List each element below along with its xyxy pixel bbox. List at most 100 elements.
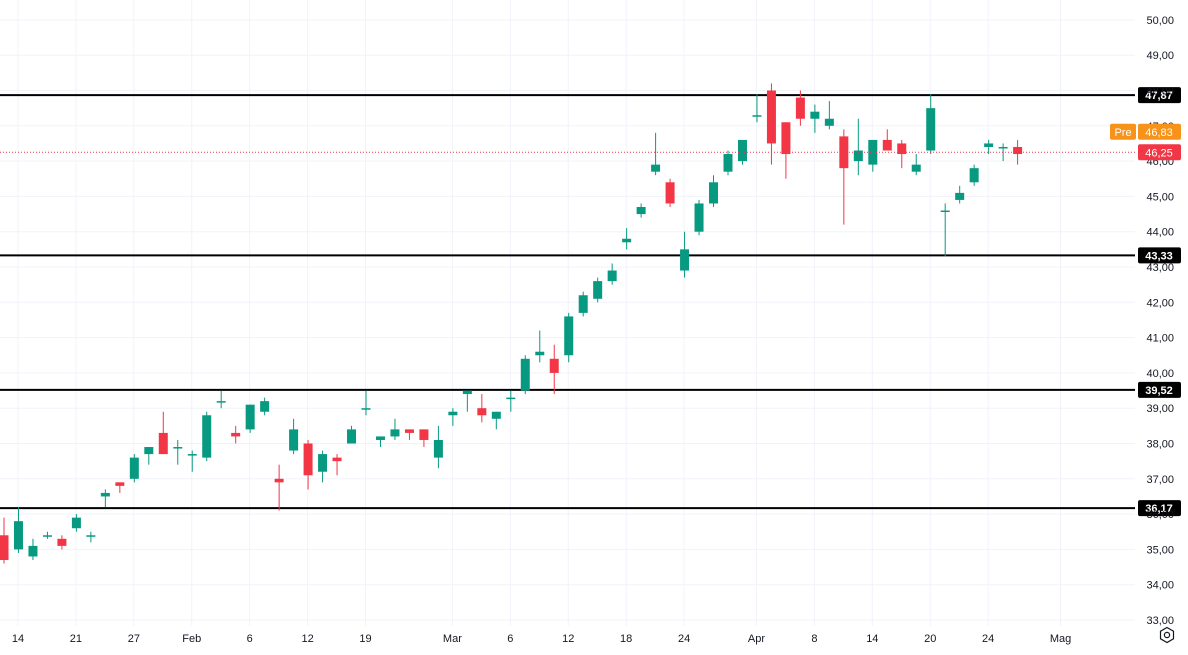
- candle-body: [71, 517, 81, 529]
- price-tick-label: 35,00: [1146, 544, 1174, 556]
- candle-up: [506, 390, 516, 412]
- time-tick-label: 19: [359, 633, 371, 645]
- time-tick-label: 20: [924, 633, 936, 645]
- candle-body: [665, 182, 675, 204]
- candle-body: [578, 295, 588, 313]
- candle-up: [998, 143, 1008, 162]
- candle-body: [520, 358, 530, 391]
- time-axis[interactable]: 14 21 27 Feb 6 12 19 Mar 6 12 18 24 Apr 8 14 20 24 Mag: [12, 633, 1071, 645]
- price-axis[interactable]: 33,00 34,00 35,00 36,00 37,00 38,00 39,00 40,00…: [1146, 15, 1174, 627]
- candle-up: [694, 199, 704, 236]
- candle-up: [564, 312, 574, 363]
- candle-body: [795, 97, 805, 119]
- candle-up: [926, 94, 936, 155]
- time-tick-label: 18: [620, 633, 632, 645]
- candle-down: [549, 344, 559, 395]
- candle-body: [564, 316, 574, 356]
- candle-up: [752, 94, 762, 123]
- candle-up: [535, 330, 545, 363]
- candle-body: [593, 281, 603, 299]
- candle-body: [897, 143, 907, 155]
- candle-down: [332, 454, 342, 476]
- candle-up: [636, 203, 646, 218]
- gear-icon: [1159, 626, 1175, 644]
- candle-up: [173, 439, 183, 465]
- candle-up: [868, 139, 878, 172]
- level-label: 39,52: [1145, 385, 1173, 397]
- candle-body: [260, 401, 270, 412]
- candle-body: [709, 182, 719, 204]
- candle-up: [129, 454, 139, 483]
- candle-up: [390, 418, 400, 440]
- candle-down: [839, 129, 849, 225]
- candle-body: [375, 436, 385, 440]
- candle-body: [651, 164, 661, 172]
- candle-up: [520, 355, 530, 395]
- candle-body: [361, 408, 371, 410]
- chart-settings-button[interactable]: [1158, 626, 1176, 644]
- time-tick-label: Feb: [182, 633, 201, 645]
- candle-up: [375, 436, 385, 448]
- candle-up: [622, 228, 632, 250]
- price-tick-label: 43,00: [1146, 262, 1174, 274]
- candle-up: [462, 390, 472, 412]
- candle-down: [115, 482, 125, 493]
- candle-down: [274, 464, 284, 511]
- candle-down: [303, 439, 313, 490]
- horizontal-levels[interactable]: 47,87 43,33 39,52 36,17: [0, 87, 1181, 517]
- level-label: 36,17: [1145, 503, 1173, 515]
- candle-up: [680, 231, 690, 278]
- premarket-tag-bg: [1110, 123, 1136, 140]
- candle-up: [144, 447, 154, 465]
- candle-body: [853, 150, 863, 162]
- candle-body: [940, 210, 950, 213]
- candle-body: [535, 351, 545, 356]
- candle-up: [824, 101, 834, 130]
- candle-up: [651, 132, 661, 176]
- candle-up: [593, 277, 603, 303]
- level-label: 47,87: [1145, 90, 1173, 102]
- level-label-bg: [1138, 500, 1181, 517]
- grid: [0, 0, 1135, 626]
- candle-body: [216, 401, 226, 403]
- candle-down: [0, 517, 9, 564]
- time-tick-label: 24: [982, 633, 994, 645]
- candle-body: [202, 415, 212, 458]
- price-tick-label: 50,00: [1146, 15, 1174, 27]
- candle-body: [752, 115, 762, 117]
- time-tick-label: 14: [866, 633, 878, 645]
- candle-body: [911, 164, 921, 172]
- candle-body: [245, 404, 255, 430]
- candle-up: [969, 164, 979, 186]
- candle-down: [897, 139, 907, 169]
- candle-body: [448, 411, 458, 416]
- candle-up: [578, 291, 588, 317]
- candle-up: [448, 408, 458, 426]
- candle-up: [13, 507, 23, 553]
- candle-body: [100, 492, 110, 497]
- candle-body: [998, 146, 1008, 149]
- candle-body: [144, 447, 154, 455]
- price-badges: Pre 46,83 46,25: [0, 123, 1181, 161]
- candle-up: [260, 397, 270, 416]
- premarket-price-bg: [1138, 123, 1181, 140]
- price-tick-label: 42,00: [1146, 297, 1174, 309]
- candle-up: [289, 418, 299, 455]
- candle-down: [795, 90, 805, 126]
- candle-up: [100, 489, 110, 508]
- price-tick-label: 40,00: [1146, 368, 1174, 380]
- candle-body: [158, 432, 168, 455]
- candle-down: [665, 178, 675, 207]
- candle-body: [607, 270, 617, 282]
- time-tick-label: 12: [562, 633, 574, 645]
- candle-down: [882, 129, 892, 151]
- candle-body: [737, 139, 747, 162]
- time-tick-label: Mag: [1050, 633, 1071, 645]
- candle-body: [303, 443, 313, 476]
- candle-up: [42, 531, 52, 539]
- time-tick-label: 6: [247, 633, 253, 645]
- candle-up: [187, 450, 197, 472]
- time-tick-label: 21: [70, 633, 82, 645]
